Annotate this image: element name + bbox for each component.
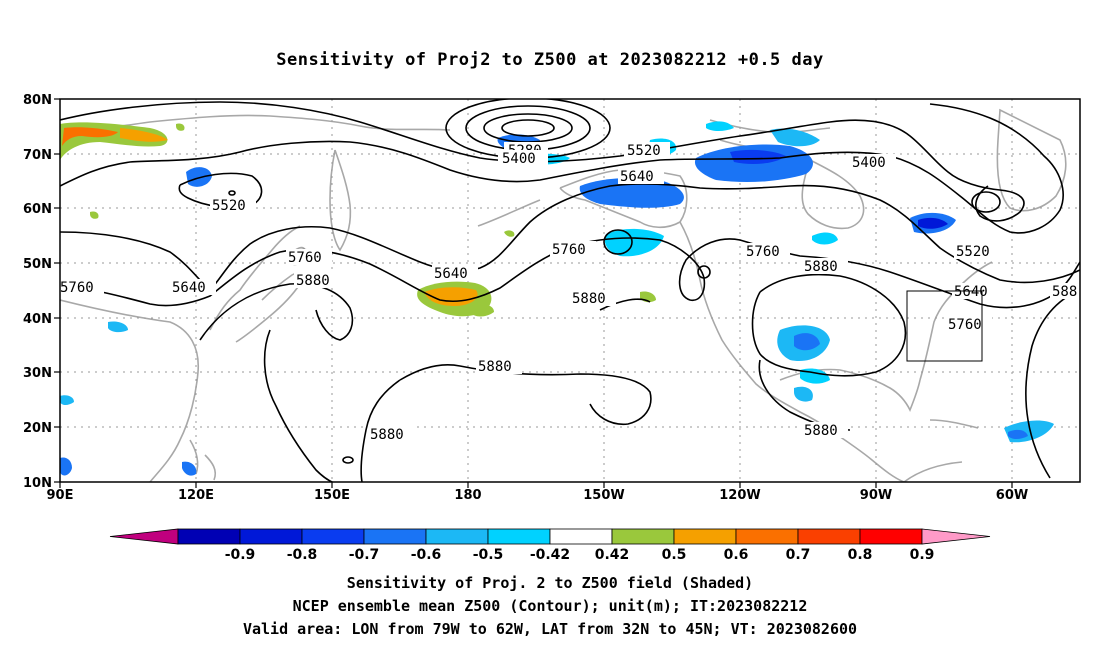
colorbar-tick-label: 0.42	[595, 547, 630, 563]
lat-tick-label: 70N	[23, 148, 52, 163]
colorbar-tick-label: 0.6	[724, 547, 749, 563]
colorbar-tick-label: 0.5	[662, 547, 687, 563]
lon-tick-label: 60W	[996, 488, 1028, 503]
colorbar-tick-label: 0.9	[910, 547, 935, 563]
colorbar-swatch	[611, 528, 675, 545]
contour-label: 5640	[172, 280, 206, 296]
colorbar-tick-label: -0.8	[287, 547, 318, 563]
contour-label: 5760	[60, 280, 94, 296]
contour-label: 5880	[370, 427, 404, 443]
colorbar-swatch	[487, 528, 551, 545]
contour-label: 5760	[552, 242, 586, 258]
coastlines	[60, 108, 1067, 482]
colorbar-swatch	[735, 528, 799, 545]
lat-axis: 80N 70N 60N 50N 40N 30N 20N 10N	[23, 93, 52, 491]
contour-label: 588	[1052, 284, 1077, 300]
lon-axis: 90E 120E 150E 180 150W 120W 90W 60W	[47, 488, 1029, 503]
caption-valid-area: Valid area: LON from 79W to 62W, LAT fro…	[242, 620, 858, 638]
contour-label: 5760	[288, 250, 322, 266]
contour-label: 5640	[434, 266, 468, 282]
caption-contour: NCEP ensemble mean Z500 (Contour); unit(…	[292, 597, 808, 615]
contour-label: 5400	[852, 155, 886, 171]
colorbar-tick-label: -0.5	[473, 547, 504, 563]
contour-label: 5760	[746, 244, 780, 260]
colorbar-swatch	[301, 528, 365, 545]
contour-label: 5520	[956, 244, 990, 260]
contour-label: 5640	[620, 169, 654, 185]
lat-tick-label: 60N	[23, 202, 52, 217]
colorbar-swatch	[177, 528, 241, 545]
lon-tick-label: 150E	[314, 488, 350, 503]
colorbar-tick-label: -0.42	[530, 547, 570, 563]
lon-tick-label: 120E	[178, 488, 214, 503]
contour-label: 5760	[948, 317, 982, 333]
contour-label: 5640	[954, 284, 988, 300]
lon-tick-label: 90W	[860, 488, 892, 503]
colorbar-tick-label: -0.9	[225, 547, 256, 563]
contour-label: 5880	[804, 423, 838, 439]
colorbar-swatch	[859, 528, 923, 545]
valid-area-box	[906, 290, 983, 362]
colorbar-swatch	[239, 528, 303, 545]
map-frame	[59, 98, 1081, 483]
colorbar-tick-label: -0.6	[411, 547, 442, 563]
colorbar-max-arrow	[921, 528, 991, 545]
caption-shaded: Sensitivity of Proj. 2 to Z500 field (Sh…	[346, 574, 754, 592]
colorbar: -0.9 -0.8 -0.7 -0.6 -0.5 -0.42 0.42 0.5 0.6 0.7 0.…	[109, 528, 991, 563]
lon-tick-label: 120W	[719, 488, 760, 503]
colorbar-swatch	[425, 528, 489, 545]
contour-label: 5880	[804, 259, 838, 275]
contour-label: 5880	[572, 291, 606, 307]
lon-tick-label: 90E	[47, 488, 74, 503]
map-title: Sensitivity of Proj2 to Z500 at 20230822…	[276, 50, 824, 70]
lon-tick-label: 150W	[583, 488, 624, 503]
colorbar-tick-label: -0.7	[349, 547, 380, 563]
colorbar-swatch	[363, 528, 427, 545]
contour-label: 5520	[627, 143, 661, 159]
contour-label-group: 5280 5400 5520 5400 5520 5640 5760 5880 …	[60, 142, 1080, 443]
contour-label: 5520	[212, 198, 246, 214]
lon-tick-label: 180	[454, 488, 481, 503]
lat-tick-label: 30N	[23, 366, 52, 381]
lat-tick-label: 80N	[23, 93, 52, 108]
contour-label: 5880	[296, 273, 330, 289]
lat-tick-label: 20N	[23, 421, 52, 436]
colorbar-min-arrow	[109, 528, 179, 545]
contour-label: 5880	[478, 359, 512, 375]
lat-tick-label: 10N	[23, 476, 52, 491]
colorbar-swatch	[549, 528, 613, 545]
colorbar-tick-label: 0.7	[786, 547, 811, 563]
contour-label: 5400	[502, 151, 536, 167]
lat-tick-label: 50N	[23, 257, 52, 272]
colorbar-swatch	[797, 528, 861, 545]
axis-ticks	[54, 98, 1013, 488]
colorbar-swatch	[673, 528, 737, 545]
lat-tick-label: 40N	[23, 312, 52, 327]
colorbar-tick-label: 0.8	[848, 547, 873, 563]
